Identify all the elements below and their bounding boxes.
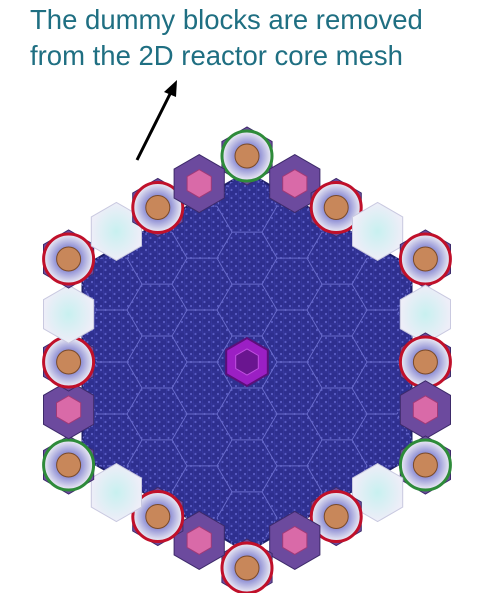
dummy-block [43,284,95,344]
control-rod-core [234,143,260,169]
reflector-pink-insert [186,169,212,199]
fuel-block [81,257,143,311]
arrow-up-right-icon [135,80,177,161]
control-rod-core [412,349,438,375]
reflector-pink-insert [186,525,212,555]
dummy-block [352,201,404,261]
fuel-block [261,257,323,311]
reflector-pink-insert [56,395,82,425]
core-layout [42,126,452,593]
center-block-core [235,348,259,376]
reflector-pink-insert [412,395,438,425]
fuel-block-grid [81,179,413,545]
annotation-text: The dummy blocks are removed from the 2D… [30,2,490,74]
control-rod-core [412,246,438,272]
annotation-line-2: from the 2D reactor core mesh [30,40,403,71]
dummy-block [352,463,404,523]
control-rod-core [234,555,260,581]
fuel-block [351,413,413,467]
control-rod-core [145,195,171,220]
control-rod-core [323,504,349,529]
control-rod-core [323,195,349,220]
fuel-block [126,387,188,441]
reflector-pink-insert [282,525,308,555]
fuel-block [216,387,278,441]
annotation-line-1: The dummy blocks are removed [30,4,423,35]
control-rod-core [56,452,82,478]
fuel-block [351,257,413,311]
fuel-block [306,387,368,441]
control-rod-core [56,246,82,272]
reflector-pink-insert [282,169,308,199]
fuel-block [171,257,233,311]
control-rod-core [145,504,171,529]
control-rod-core [412,452,438,478]
control-rod-core [56,349,82,375]
